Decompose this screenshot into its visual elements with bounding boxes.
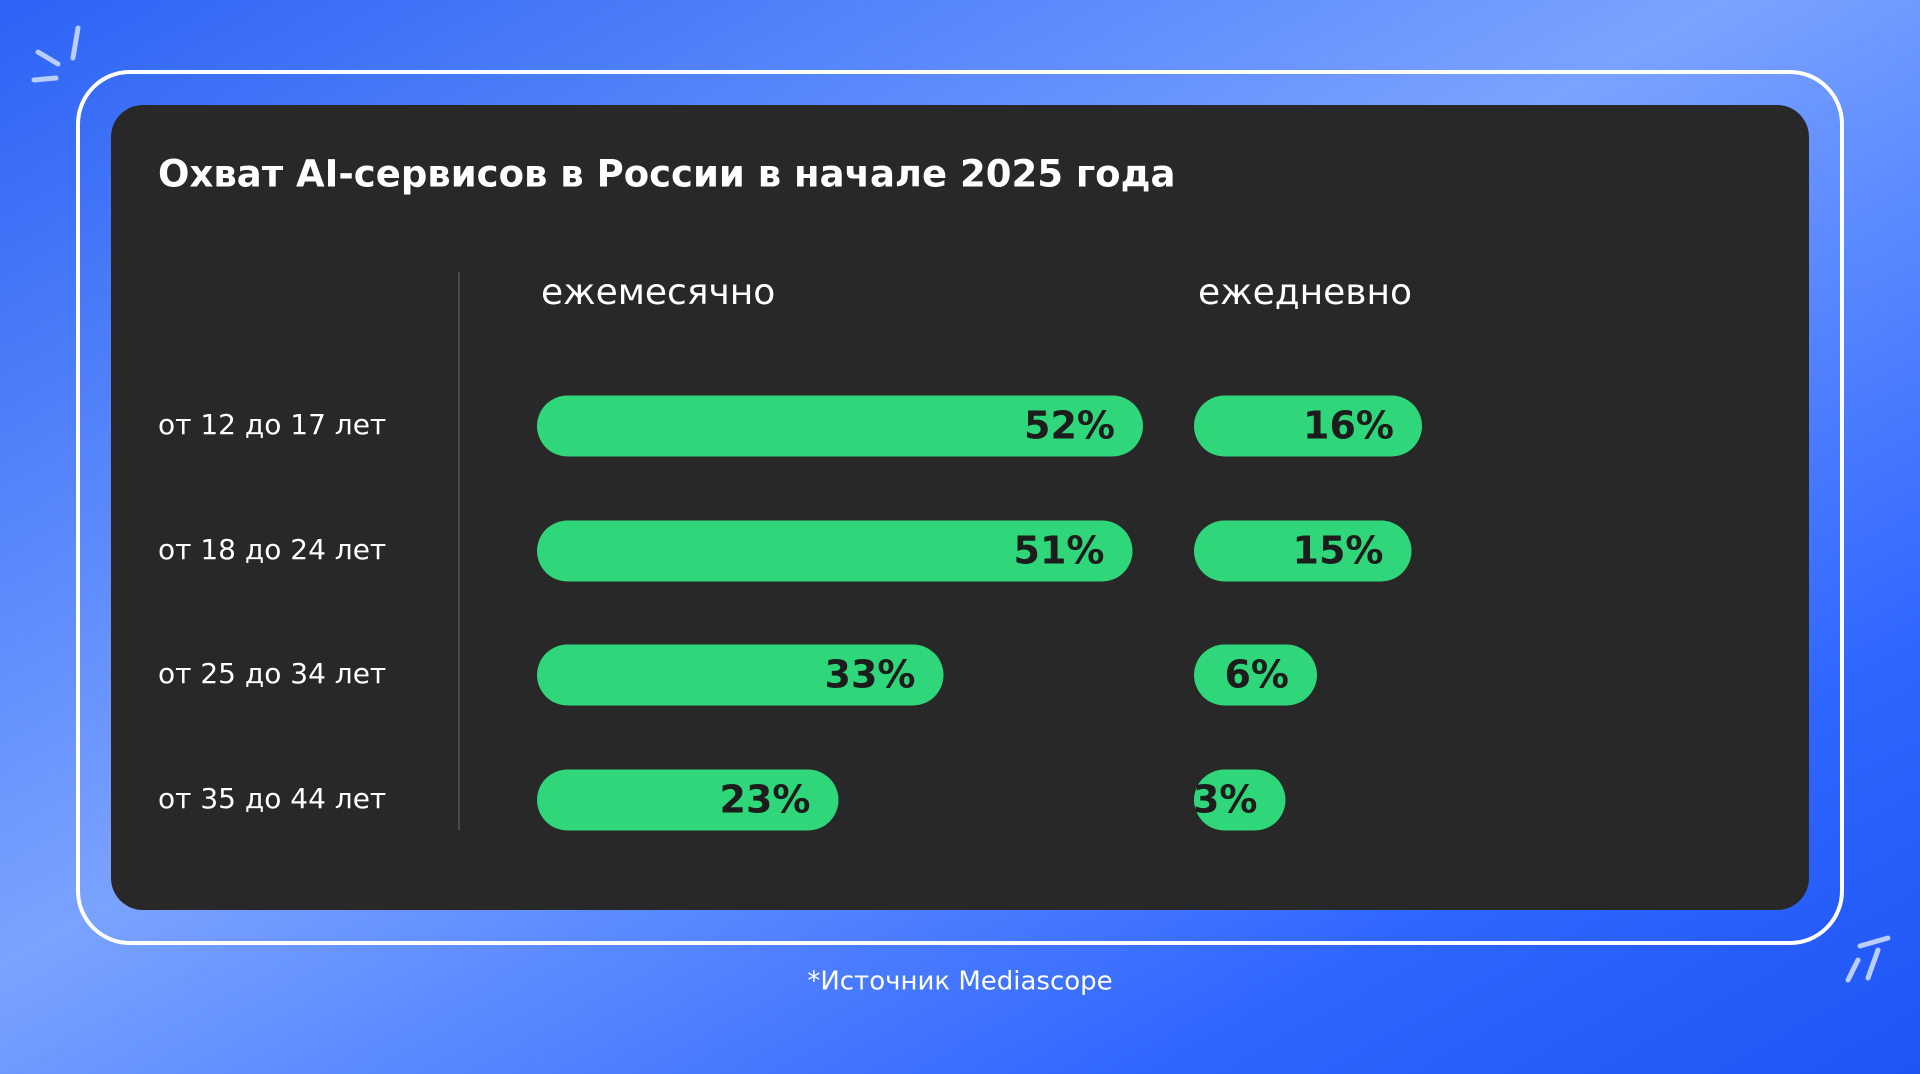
bar	[537, 769, 839, 831]
column-header: ежемесячно	[541, 272, 775, 313]
row-label: от 18 до 24 лет	[158, 533, 386, 566]
bar	[1194, 644, 1317, 706]
bar-value-label: 15%	[1293, 529, 1384, 573]
bar	[1194, 520, 1412, 582]
frame	[76, 70, 1844, 945]
bar-value-label: 52%	[1024, 404, 1115, 448]
source-note: *Источник Mediascope	[807, 967, 1112, 997]
bar	[1194, 769, 1286, 831]
bar-value-label: 23%	[720, 778, 811, 822]
row-label: от 35 до 44 лет	[158, 782, 386, 815]
bar-value-label: 33%	[825, 653, 916, 697]
bar-value-label: 51%	[1014, 529, 1105, 573]
bar-value-label: 16%	[1303, 404, 1394, 448]
bar-value-label: 6%	[1224, 653, 1289, 697]
bar	[1194, 395, 1422, 457]
decoration	[31, 25, 1891, 983]
panel	[111, 105, 1809, 910]
row-label: от 25 до 34 лет	[158, 657, 386, 690]
column-header: ежедневно	[1198, 272, 1412, 313]
chart-title: Охват AI-сервисов в России в начале 2025…	[158, 153, 1175, 196]
bar	[537, 395, 1143, 457]
bar-value-label: 3%	[1193, 778, 1258, 822]
row-label: от 12 до 17 лет	[158, 408, 386, 441]
bar	[537, 520, 1133, 582]
bar	[537, 644, 944, 706]
